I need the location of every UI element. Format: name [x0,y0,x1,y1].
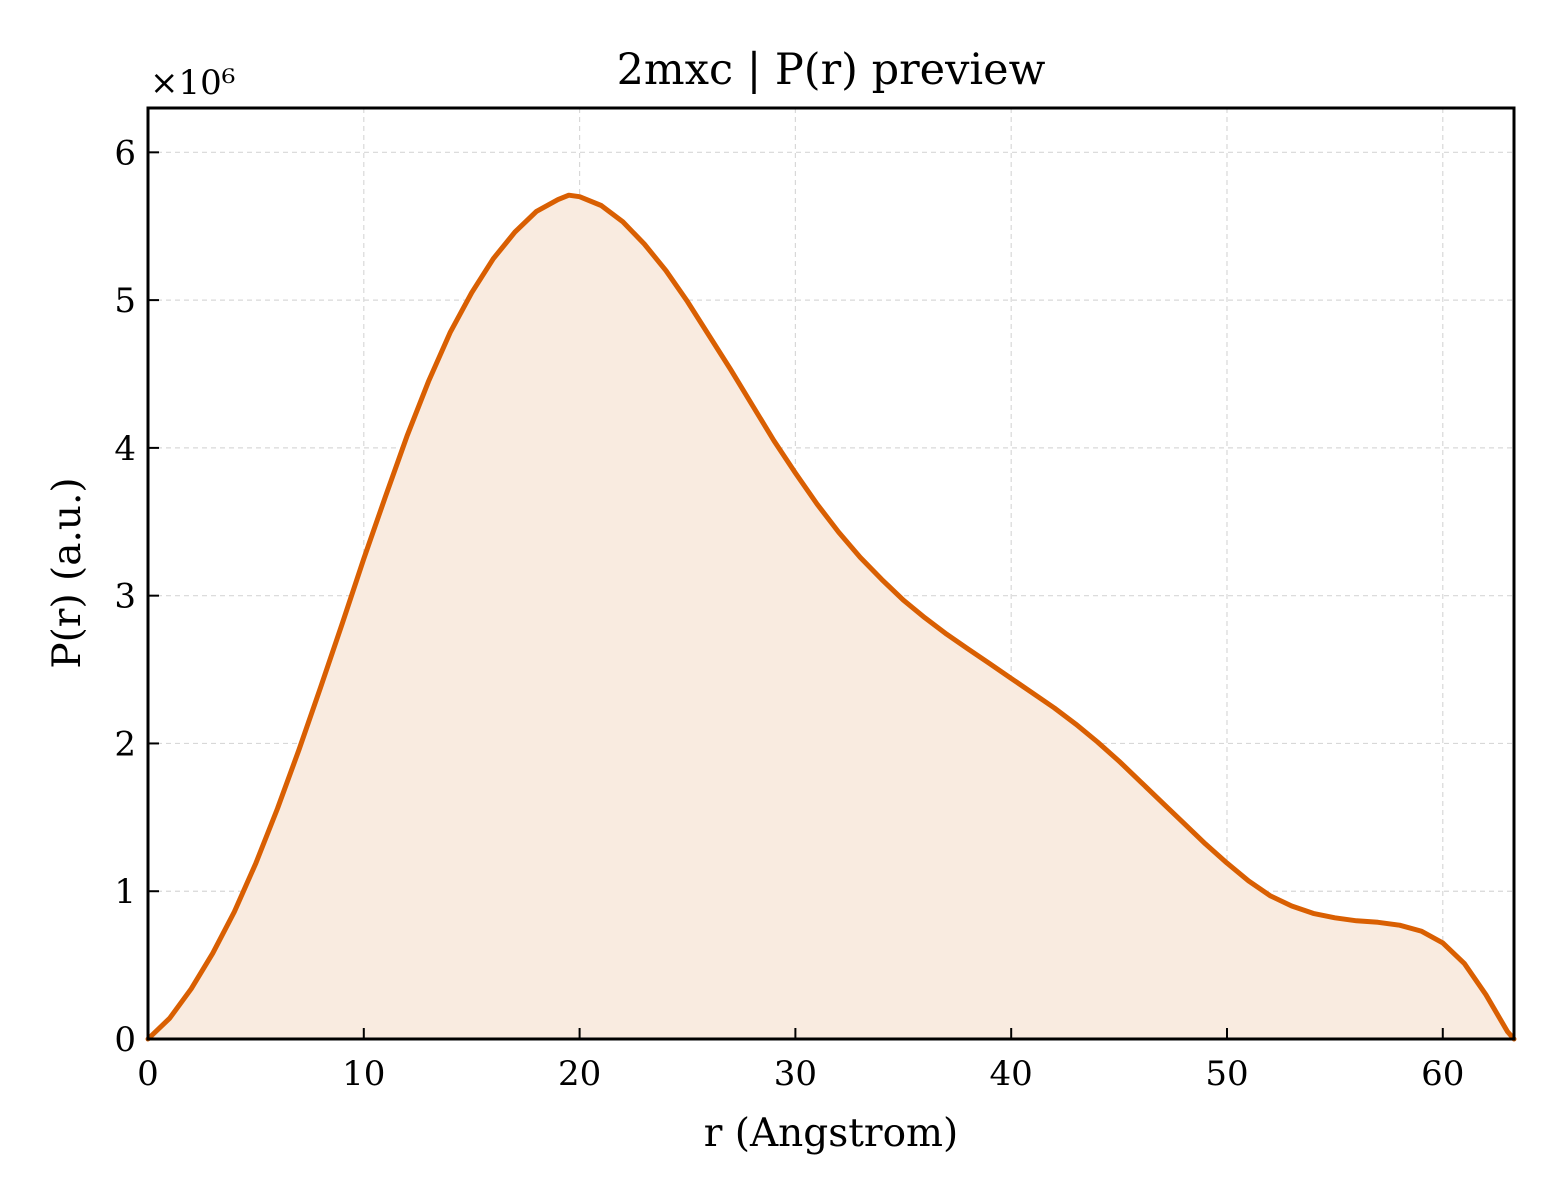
y-tick-label: 4 [114,429,136,469]
x-tick-label: 40 [990,1054,1033,1094]
y-tick-label: 5 [114,281,136,321]
x-axis: 0 10 20 30 40 50 60 [137,1028,1464,1094]
series-line [145,192,1517,1042]
x-axis-label: r (Angstrom) [704,1111,959,1156]
y-multiplier-label: ×10⁶ [150,63,235,103]
x-tick-label: 10 [342,1054,385,1094]
y-tick-label: 3 [114,577,136,617]
y-axis: 0 1 2 3 4 5 6 [114,133,159,1060]
x-tick-label: 30 [774,1054,817,1094]
x-tick-label: 0 [137,1054,159,1094]
x-tick-label: 50 [1205,1054,1248,1094]
y-tick-label: 1 [114,872,136,912]
y-axis-label: P(r) (a.u.) [45,477,90,668]
plot-frame [146,106,1516,1041]
area-fill [148,195,1514,1039]
y-tick-label: 0 [114,1020,136,1060]
y-tick-label: 6 [114,133,136,173]
x-tick-label: 60 [1421,1054,1464,1094]
y-tick-label: 2 [114,724,136,764]
chart-title: 2mxc | P(r) preview [617,45,1046,95]
x-tick-label: 20 [558,1054,601,1094]
